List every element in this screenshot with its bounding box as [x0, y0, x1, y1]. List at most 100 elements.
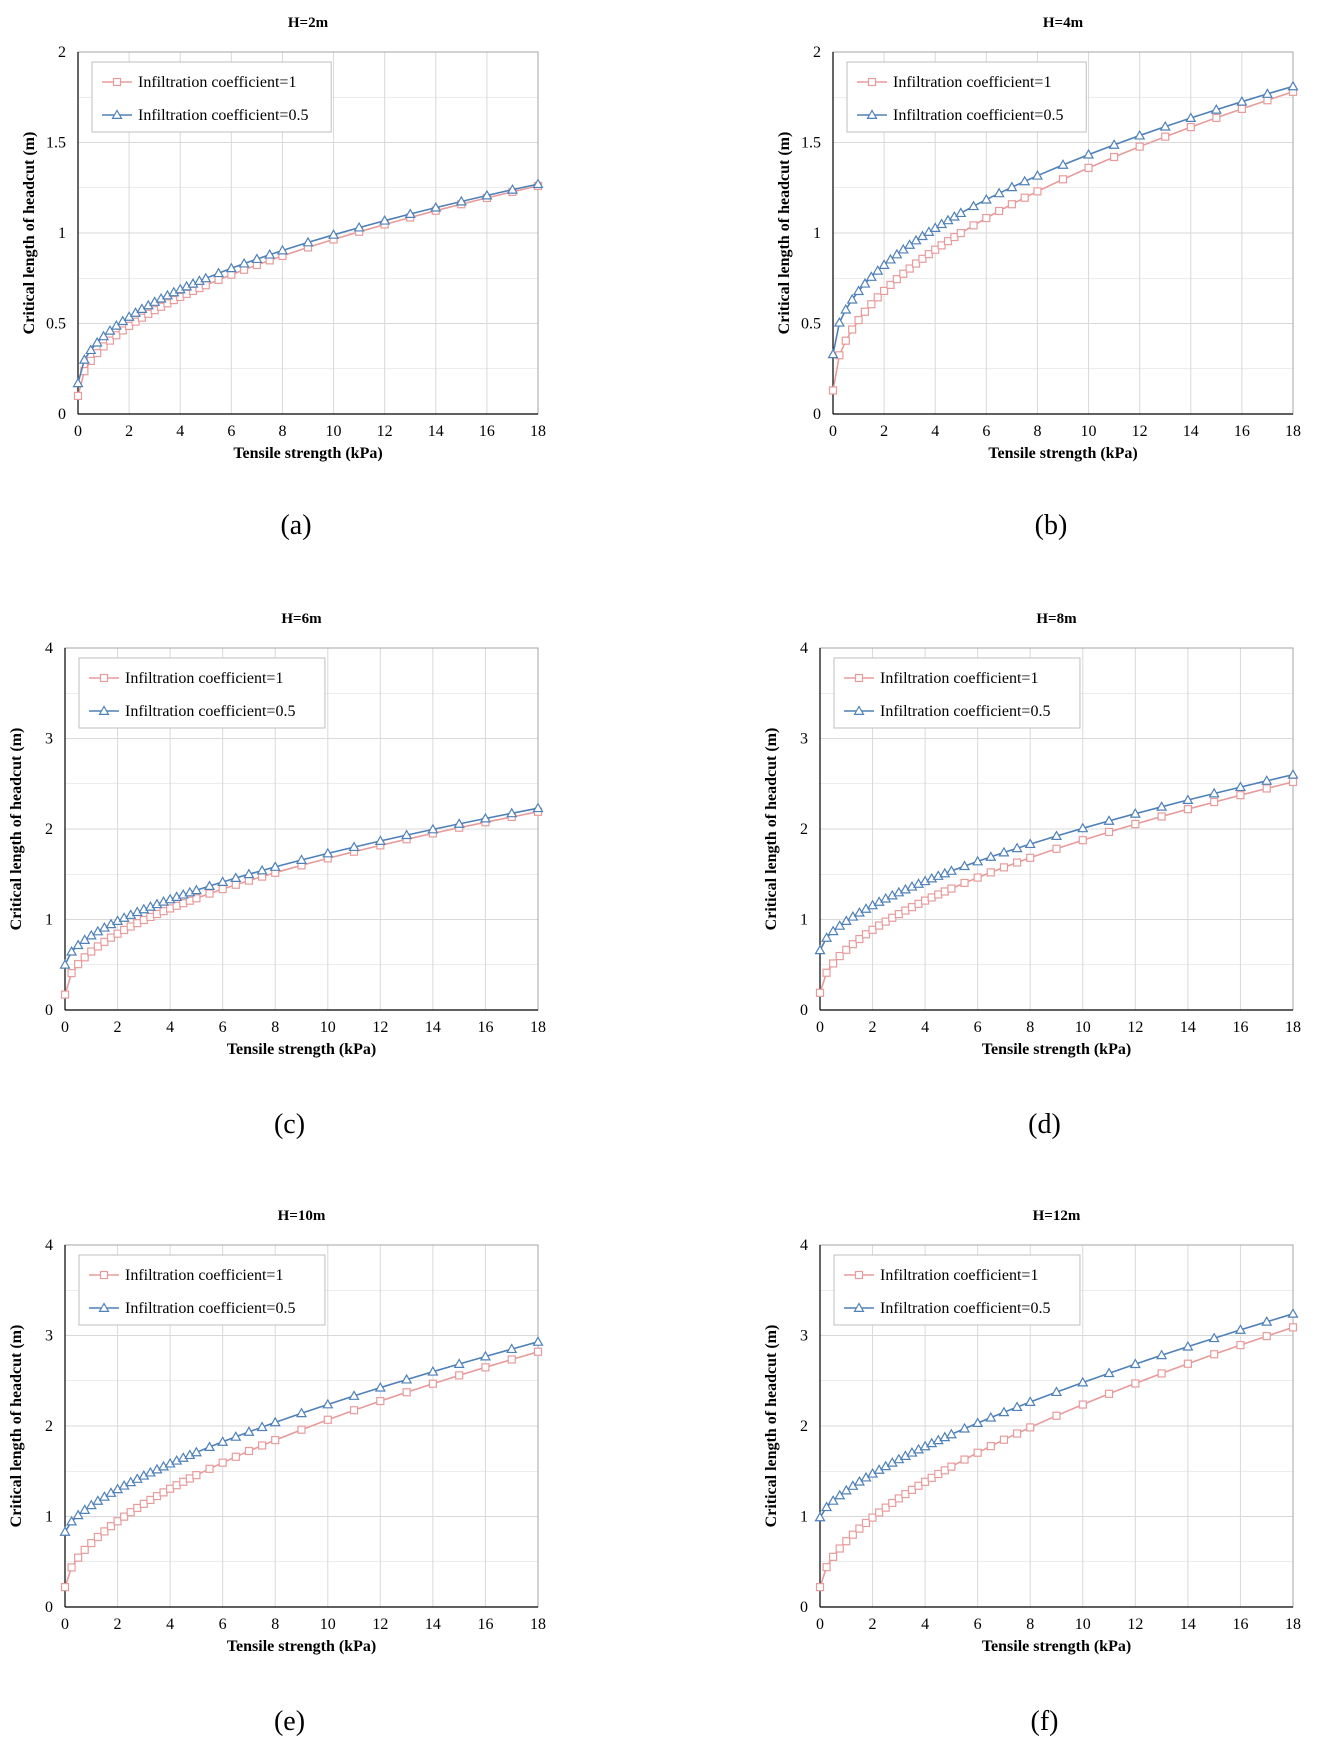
data-point-triangle	[1210, 104, 1222, 114]
data-point-triangle	[1050, 830, 1063, 841]
data-point-triangle	[1103, 815, 1115, 825]
data-point-triangle	[884, 253, 897, 264]
x-tick-label: 10	[1075, 1616, 1091, 1633]
data-point-square	[257, 1441, 267, 1450]
series-line	[819, 1326, 1294, 1588]
data-point-square	[829, 959, 838, 968]
y-tick-label: 2	[800, 821, 808, 838]
data-point-triangle	[834, 1489, 846, 1500]
data-point-triangle	[203, 1441, 216, 1451]
data-point-triangle	[1182, 1340, 1194, 1351]
data-point-square	[881, 917, 890, 926]
data-point-triangle	[814, 944, 826, 955]
data-point-square	[1020, 193, 1029, 202]
data-point-square	[139, 915, 148, 925]
data-point-triangle	[72, 377, 84, 388]
data-point-triangle	[980, 193, 992, 204]
data-point-square	[185, 1474, 194, 1483]
x-tick-label: 4	[921, 1616, 929, 1633]
y-tick-label: 0	[45, 1002, 53, 1019]
data-point-triangle	[859, 277, 871, 288]
data-point-triangle	[1031, 169, 1043, 180]
data-point-square	[73, 391, 83, 400]
legend-label: Infiltration coefficient=0.5	[893, 107, 1063, 124]
data-point-triangle	[814, 1511, 826, 1522]
data-point-square	[106, 1522, 116, 1531]
data-point-triangle	[85, 344, 97, 355]
data-point-square	[914, 1481, 923, 1490]
x-axis-label: Tensile strength (kPa)	[982, 1638, 1131, 1655]
data-point-triangle	[955, 207, 967, 218]
data-point-triangle	[230, 872, 242, 883]
data-point-triangle	[532, 1336, 544, 1346]
data-point-triangle	[1182, 794, 1194, 805]
chart-title: H=6m	[281, 611, 322, 627]
data-point-square	[166, 1484, 175, 1493]
data-point-square	[940, 1466, 949, 1475]
data-point-triangle	[1077, 1376, 1089, 1387]
data-point-triangle	[972, 1417, 984, 1428]
x-tick-label: 8	[278, 423, 286, 440]
data-point-square	[113, 1517, 122, 1526]
x-tick-label: 6	[974, 1019, 982, 1036]
data-point-square	[1183, 805, 1192, 814]
data-point-square	[880, 286, 889, 296]
data-point-square	[100, 937, 109, 946]
x-tick-label: 2	[114, 1616, 122, 1633]
x-tick-label: 16	[477, 1019, 493, 1036]
data-point-square	[842, 1537, 851, 1546]
series-2	[59, 802, 544, 969]
series-1	[828, 87, 1298, 395]
x-tick-label: 6	[982, 423, 990, 440]
data-point-square	[1052, 844, 1061, 853]
data-point-square	[914, 899, 923, 908]
x-tick-label: 10	[1075, 1019, 1091, 1036]
data-point-triangle	[1287, 80, 1299, 91]
data-point-square	[1033, 187, 1042, 196]
data-point-triangle	[1159, 120, 1171, 131]
data-point-triangle	[1156, 801, 1168, 811]
data-point-square	[907, 903, 917, 912]
x-tick-label: 0	[61, 1616, 69, 1633]
data-point-square	[1210, 797, 1219, 807]
x-tick-label: 18	[530, 1019, 546, 1036]
x-tick-label: 10	[320, 1616, 336, 1633]
x-tick-label: 12	[1127, 1616, 1143, 1633]
data-point-square	[118, 326, 127, 335]
y-tick-label: 1	[800, 912, 808, 929]
data-point-square	[166, 904, 175, 913]
x-tick-label: 0	[816, 1616, 824, 1633]
data-point-square	[934, 890, 943, 899]
data-point-square	[231, 1452, 240, 1461]
data-point-triangle	[401, 829, 413, 840]
data-point-triangle	[1077, 822, 1089, 833]
x-tick-label: 14	[1180, 1019, 1196, 1036]
legend-marker-square	[112, 77, 122, 87]
data-point-square	[986, 868, 995, 877]
data-point-triangle	[1208, 787, 1220, 798]
data-point-square	[1135, 142, 1144, 151]
y-tick-label: 3	[800, 1328, 808, 1345]
data-point-square	[815, 1582, 825, 1592]
data-point-triangle	[1011, 842, 1023, 853]
data-point-triangle	[1261, 775, 1273, 785]
x-tick-label: 6	[227, 423, 235, 440]
data-point-square	[192, 894, 201, 903]
x-tick-label: 8	[271, 1616, 279, 1633]
data-point-square	[106, 933, 116, 942]
data-point-square	[74, 1553, 83, 1562]
data-point-triangle	[833, 316, 845, 327]
data-point-square	[428, 1379, 437, 1388]
figure-caption: (d)	[1028, 1109, 1061, 1140]
y-tick-label: 0	[800, 1002, 808, 1019]
data-point-square	[507, 1355, 516, 1364]
data-point-triangle	[238, 257, 250, 268]
data-point-triangle	[348, 1390, 360, 1400]
legend-label: Infiltration coefficient=0.5	[125, 1300, 295, 1317]
data-point-triangle	[1234, 781, 1246, 792]
data-point-square	[100, 1527, 109, 1536]
x-axis-label: Tensile strength (kPa)	[227, 1638, 376, 1655]
data-point-square	[67, 968, 76, 978]
y-tick-label: 1.5	[46, 135, 66, 152]
